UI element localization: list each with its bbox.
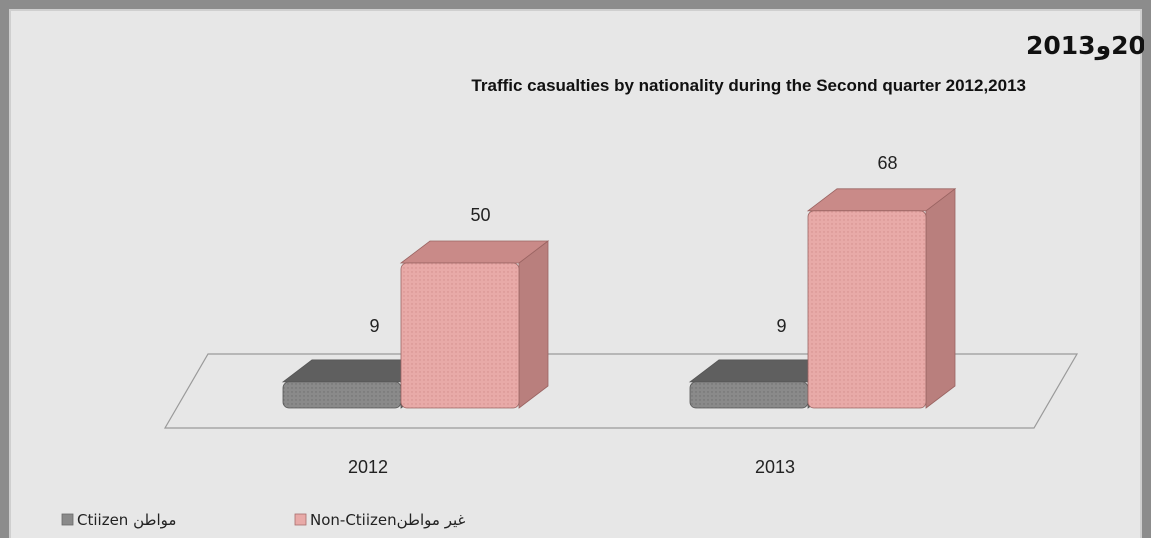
category-label-2012: 2012 bbox=[348, 457, 388, 477]
legend-swatch-noncitizen bbox=[294, 513, 307, 526]
chart-subtitle: Traffic casualties by nationality during… bbox=[471, 76, 1026, 95]
legend-swatch-citizen bbox=[61, 513, 74, 526]
bar-citizen-2013-value-label: 9 bbox=[776, 316, 786, 336]
bar-noncitizen-2012 bbox=[400, 262, 520, 409]
bar-citizen-2012 bbox=[282, 381, 402, 409]
chart-svg: الاصابات المرورية حسب الجنسية خلال الربع… bbox=[61, 30, 1144, 529]
category-label-2013: 2013 bbox=[755, 457, 795, 477]
legend-label-noncitizen: غير مواطنNon-Ctiizen bbox=[310, 511, 466, 529]
bars-layer: 9 50 2012 9 68 2013 bbox=[281, 153, 957, 477]
chart-area: الاصابات المرورية حسب الجنسية خلال الربع… bbox=[9, 9, 1144, 538]
bar-noncitizen-2012-value-label: 50 bbox=[470, 205, 490, 225]
bar-noncitizen-2013 bbox=[807, 210, 927, 409]
legend: مواطن Ctiizen غير مواطنNon-Ctiizen bbox=[61, 511, 466, 529]
bar-noncitizen-2012-side bbox=[518, 240, 549, 409]
bar-noncitizen-2013-value-label: 68 bbox=[877, 153, 897, 173]
bar-citizen-2013 bbox=[689, 381, 809, 409]
bar-citizen-2012-value-label: 9 bbox=[369, 316, 379, 336]
chart-title: الاصابات المرورية حسب الجنسية خلال الربع… bbox=[1026, 30, 1144, 61]
bar-noncitizen-2013-side bbox=[925, 187, 956, 409]
legend-label-citizen: مواطن Ctiizen bbox=[77, 511, 176, 529]
chart-floor bbox=[163, 353, 1079, 429]
